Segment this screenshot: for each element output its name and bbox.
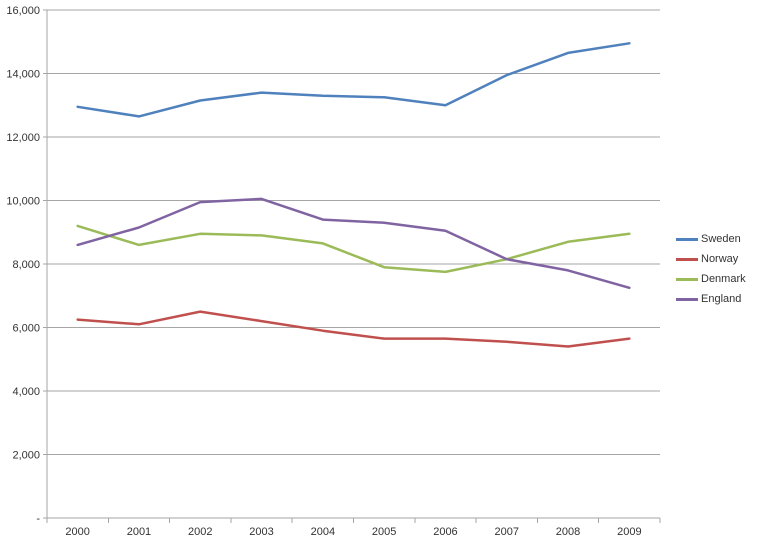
y-axis-tick-label: - [36, 513, 40, 525]
y-axis-tick-label: 14,000 [6, 69, 40, 81]
series-line-norway [76, 310, 631, 348]
legend-item-england: England [676, 289, 746, 309]
x-axis-tick-label: 2006 [433, 526, 457, 538]
legend-line-swatch [676, 257, 698, 261]
x-axis-tick-label: 2004 [311, 526, 335, 538]
legend-item-denmark: Denmark [676, 269, 746, 289]
y-axis-tick-label: 6,000 [12, 323, 40, 335]
legend-item-norway: Norway [676, 249, 746, 269]
legend-line-swatch [676, 277, 698, 281]
y-axis-tick-label: 4,000 [12, 386, 40, 398]
x-axis-tick-label: 2003 [249, 526, 273, 538]
x-axis-tick-label: 2005 [372, 526, 396, 538]
series-line-denmark [76, 224, 631, 274]
legend-label: England [701, 292, 742, 305]
y-axis-tick-label: 12,000 [6, 132, 40, 144]
legend-line-swatch [676, 297, 698, 301]
legend-line-swatch [676, 237, 698, 241]
series-line-sweden [76, 42, 631, 118]
y-axis-tick-label: 10,000 [6, 196, 40, 208]
x-axis-tick-label: 2000 [65, 526, 89, 538]
y-axis-tick-label: 16,000 [6, 5, 40, 17]
y-axis-tick-label: 8,000 [12, 259, 40, 271]
legend-label: Sweden [701, 232, 741, 245]
series-line-england [76, 197, 631, 290]
x-axis-tick-label: 2009 [617, 526, 641, 538]
x-axis-tick-label: 2002 [188, 526, 212, 538]
y-axis-tick-label: 2,000 [12, 450, 40, 462]
x-axis-tick-label: 2008 [556, 526, 580, 538]
x-axis-tick-label: 2007 [495, 526, 519, 538]
legend-label: Denmark [701, 272, 746, 285]
legend-item-sweden: Sweden [676, 229, 746, 249]
legend-label: Norway [701, 252, 739, 265]
x-axis-tick-label: 2001 [127, 526, 151, 538]
legend: Sweden Norway Denmark England [676, 229, 746, 309]
